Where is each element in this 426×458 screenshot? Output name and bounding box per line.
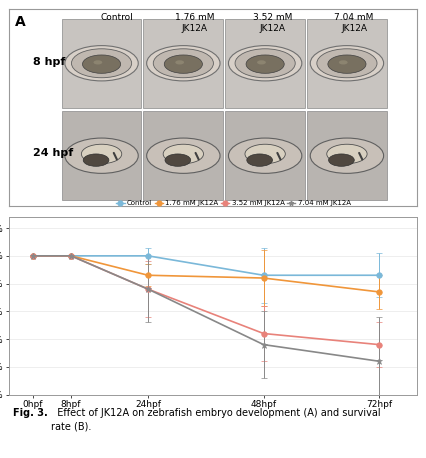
Circle shape	[165, 154, 191, 166]
Circle shape	[72, 49, 132, 78]
Text: A: A	[14, 15, 26, 29]
Circle shape	[93, 60, 102, 65]
Circle shape	[328, 154, 354, 166]
Circle shape	[246, 55, 284, 73]
Text: 3.52 mM
JK12A: 3.52 mM JK12A	[253, 13, 292, 33]
Text: 24 hpf: 24 hpf	[33, 148, 73, 158]
Circle shape	[327, 144, 367, 164]
Circle shape	[235, 49, 295, 78]
Circle shape	[339, 60, 348, 65]
Text: Effect of JK12A on zebrafish embryo development (A) and survival
rate (B).: Effect of JK12A on zebrafish embryo deve…	[52, 408, 381, 431]
Text: 1.76 mM
JK12A: 1.76 mM JK12A	[175, 13, 214, 33]
FancyBboxPatch shape	[225, 19, 305, 108]
Legend: Control, 1.76 mM JK12A, 3.52 mM JK12A, 7.04 mM JK12A: Control, 1.76 mM JK12A, 3.52 mM JK12A, 7…	[114, 197, 353, 209]
FancyBboxPatch shape	[307, 19, 387, 108]
FancyBboxPatch shape	[225, 111, 305, 200]
FancyArrowPatch shape	[277, 153, 280, 159]
Circle shape	[147, 46, 220, 81]
FancyBboxPatch shape	[307, 111, 387, 200]
Circle shape	[147, 138, 220, 174]
Circle shape	[163, 144, 204, 164]
FancyArrowPatch shape	[114, 153, 117, 159]
Circle shape	[247, 154, 273, 166]
Circle shape	[257, 60, 266, 65]
Text: Control: Control	[101, 13, 133, 22]
Text: 8 hpf: 8 hpf	[33, 57, 66, 67]
Circle shape	[310, 138, 384, 174]
Circle shape	[81, 144, 122, 164]
FancyArrowPatch shape	[359, 153, 362, 159]
Circle shape	[228, 46, 302, 81]
Circle shape	[164, 55, 202, 73]
FancyBboxPatch shape	[144, 19, 223, 108]
Circle shape	[310, 46, 384, 81]
FancyBboxPatch shape	[62, 111, 141, 200]
Circle shape	[175, 60, 184, 65]
FancyBboxPatch shape	[144, 111, 223, 200]
Circle shape	[317, 49, 377, 78]
Circle shape	[228, 138, 302, 174]
Circle shape	[83, 154, 109, 166]
Text: Fig. 3.: Fig. 3.	[13, 408, 47, 418]
Circle shape	[328, 55, 366, 73]
Text: 7.04 mM
JK12A: 7.04 mM JK12A	[334, 13, 374, 33]
Circle shape	[83, 55, 121, 73]
Circle shape	[65, 46, 138, 81]
FancyBboxPatch shape	[62, 19, 141, 108]
FancyArrowPatch shape	[196, 153, 199, 159]
Circle shape	[245, 144, 285, 164]
Circle shape	[153, 49, 213, 78]
Circle shape	[65, 138, 138, 174]
